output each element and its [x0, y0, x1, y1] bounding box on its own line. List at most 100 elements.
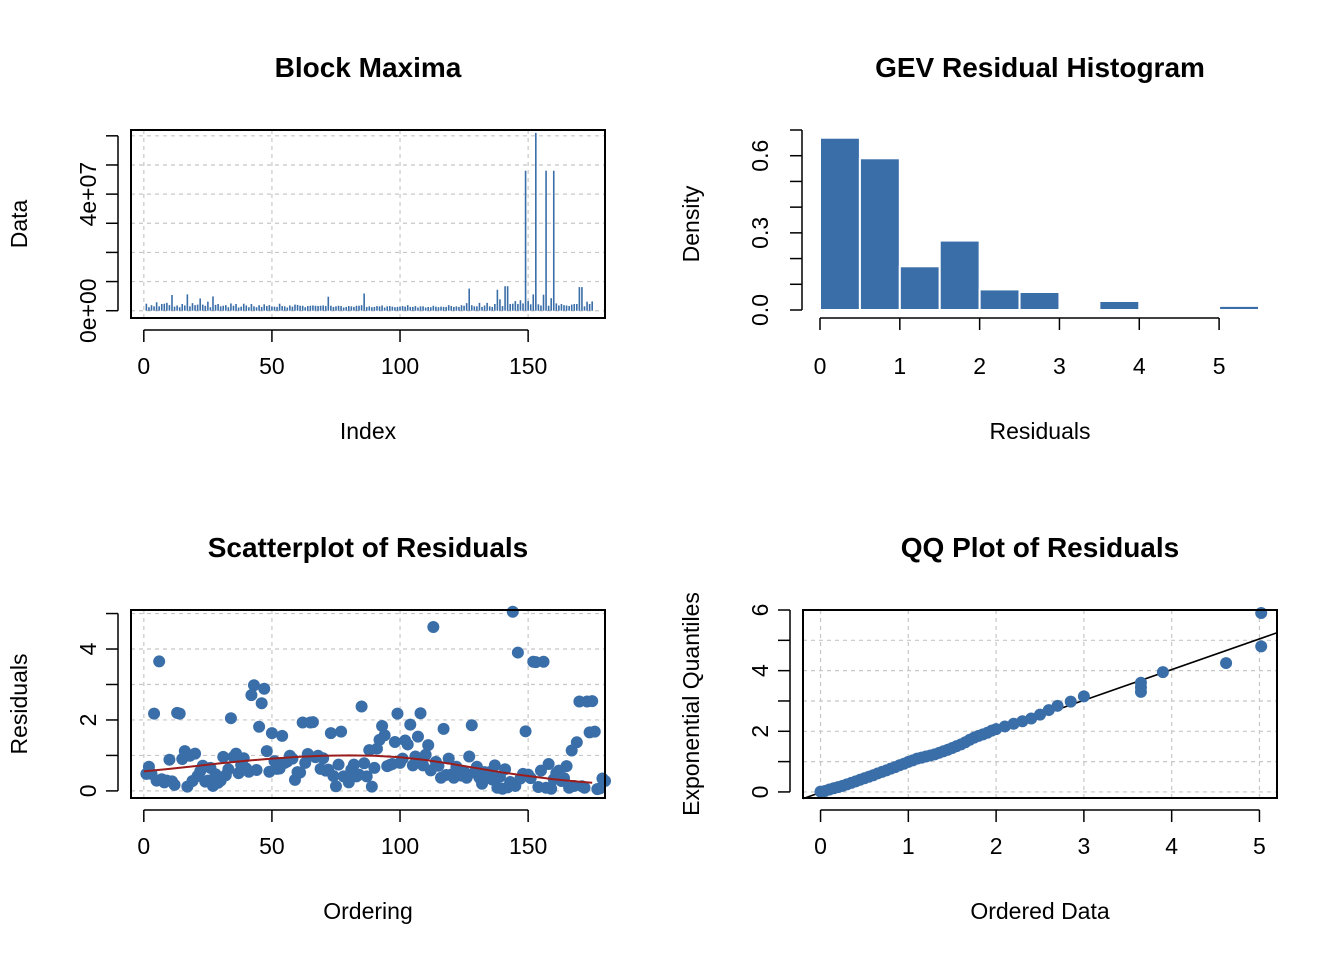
data-point	[258, 682, 271, 695]
data-point	[419, 748, 432, 761]
data-point	[570, 736, 583, 749]
data-point	[1255, 640, 1268, 653]
data-point	[286, 752, 299, 765]
data-point	[463, 750, 476, 763]
x-tick-labels: 0 50 100 150	[137, 353, 547, 379]
data-point	[153, 655, 166, 668]
x-tick-label: 0	[814, 833, 827, 859]
data-point	[222, 763, 235, 776]
data-point	[276, 729, 289, 742]
y-tick-labels: 0e+00 4e+07	[75, 162, 101, 343]
histogram-bar	[978, 288, 1021, 311]
y-tick-label: 4	[75, 642, 101, 655]
y-axis-label: Residuals	[6, 654, 32, 755]
data-point	[255, 697, 268, 710]
axes	[106, 135, 529, 342]
data-point	[329, 780, 342, 793]
y-tick-label: 2	[75, 714, 101, 727]
y-tick-label: 4e+07	[75, 162, 101, 227]
data-point	[378, 729, 391, 742]
data-point	[414, 707, 427, 720]
x-tick-label: 4	[1133, 353, 1146, 379]
y-tick-labels: 0 2 4 6	[747, 604, 773, 799]
x-tick-label: 5	[1253, 833, 1266, 859]
histogram-bar	[938, 239, 981, 311]
data-point	[1064, 695, 1077, 708]
data-point	[173, 707, 186, 720]
data-point	[588, 725, 601, 738]
axes	[106, 612, 529, 822]
y-tick-label: 0.6	[747, 140, 773, 172]
grid	[131, 610, 605, 798]
data-point	[224, 712, 237, 725]
data-point	[404, 718, 417, 731]
chart-title: Block Maxima	[275, 52, 462, 83]
y-axis-label: Density	[678, 185, 704, 262]
plot-frame	[130, 609, 606, 799]
histogram-bar	[1098, 300, 1141, 311]
data-point	[1220, 657, 1233, 670]
plot-frame	[802, 609, 1278, 799]
x-tick-labels: 0 50 100 150	[137, 833, 547, 859]
data-point	[358, 757, 371, 770]
data-point	[335, 725, 348, 738]
chart-title: GEV Residual Histogram	[875, 52, 1205, 83]
data-point	[586, 695, 599, 708]
x-tick-label: 2	[990, 833, 1003, 859]
data-marks	[819, 136, 1261, 312]
data-point	[260, 745, 273, 758]
x-tick-label: 1	[902, 833, 915, 859]
data-point	[396, 752, 409, 765]
y-tick-label: 0e+00	[75, 278, 101, 343]
data-point	[427, 621, 440, 634]
x-axis-label: Ordering	[323, 898, 412, 924]
y-axis-label: Data	[6, 200, 32, 249]
histogram-bar	[898, 265, 941, 311]
data-point	[217, 750, 230, 763]
data-point	[253, 720, 266, 733]
x-tick-label: 0	[137, 833, 150, 859]
data-point	[488, 759, 501, 772]
data-marks	[140, 605, 611, 796]
data-point	[511, 646, 524, 659]
data-point	[163, 753, 176, 766]
histogram-bar	[858, 157, 901, 311]
data-point	[1134, 676, 1147, 689]
y-tick-labels: 0.0 0.3 0.6	[747, 140, 773, 326]
y-tick-label: 6	[747, 604, 773, 617]
data-point	[560, 760, 573, 773]
data-point	[327, 770, 340, 783]
axes	[790, 129, 1220, 330]
plot-frame	[130, 129, 606, 319]
x-axis-label: Ordered Data	[970, 898, 1110, 924]
x-tick-label: 100	[381, 833, 419, 859]
data-point	[306, 716, 319, 729]
y-tick-label: 2	[747, 725, 773, 738]
x-tick-label: 50	[259, 833, 285, 859]
x-tick-label: 5	[1213, 353, 1226, 379]
x-tick-label: 4	[1165, 833, 1178, 859]
data-point	[578, 781, 591, 794]
data-marks	[802, 607, 1278, 800]
chart-title: Scatterplot of Residuals	[208, 532, 529, 563]
data-point	[411, 730, 424, 743]
data-point	[332, 758, 345, 771]
x-axis-label: Residuals	[990, 418, 1091, 444]
y-tick-label: 0	[747, 786, 773, 799]
x-tick-label: 100	[381, 353, 419, 379]
x-tick-label: 150	[509, 833, 547, 859]
y-tick-label: 0.3	[747, 217, 773, 249]
data-point	[355, 700, 368, 713]
data-point	[437, 722, 450, 735]
data-point	[442, 752, 455, 765]
axes	[778, 609, 1261, 822]
data-point	[1051, 699, 1064, 712]
histogram-bar	[1178, 307, 1221, 312]
data-point	[317, 752, 330, 765]
x-tick-label: 150	[509, 353, 547, 379]
data-point	[265, 727, 278, 740]
data-point	[1156, 666, 1169, 679]
x-tick-label: 1	[893, 353, 906, 379]
